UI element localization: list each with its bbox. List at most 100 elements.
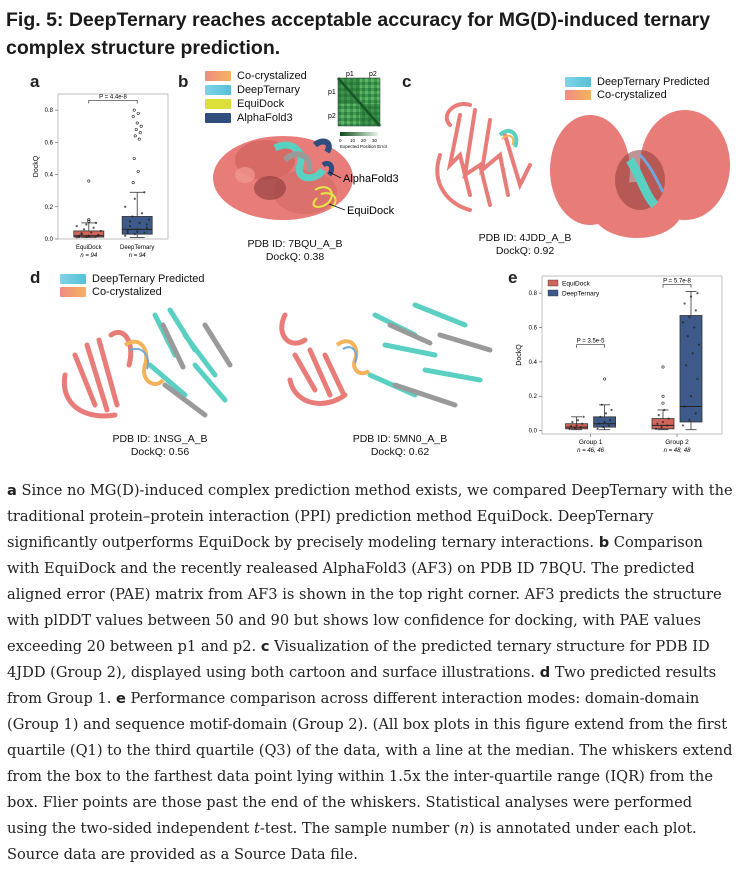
deepternary-point xyxy=(124,205,127,208)
structure-7bqu: AlphaFold3 EquiDock xyxy=(213,136,399,220)
panel-letter-b: b xyxy=(178,72,189,91)
pae-p1-top: p1 xyxy=(346,71,354,78)
legend-item-co-crystalized-c: Co-crystalized xyxy=(565,89,667,101)
equidock-g2-point xyxy=(654,427,658,430)
equidock-g1-point xyxy=(579,426,582,429)
deepternary-g1-point xyxy=(602,426,605,429)
deepternary-g2-point xyxy=(686,335,689,338)
caption-text-b: Comparison with EquiDock and the recentl… xyxy=(7,534,722,655)
deepternary-g1-point xyxy=(600,403,603,406)
equidock-point xyxy=(85,223,88,226)
panel-letter-e: e xyxy=(508,268,518,287)
equidock-point xyxy=(80,232,83,235)
alphafold3-swatch xyxy=(205,113,231,123)
equidock-g2-point xyxy=(656,422,659,425)
chart-a-boxplot: 0.0 0.2 0.4 0.6 0.8 DockQ EquiDock n = 94 DeepTe… xyxy=(33,93,169,259)
flier-point xyxy=(133,134,137,138)
panel-letter-c: c xyxy=(402,72,412,91)
y-tick-label: 0.8 xyxy=(45,108,54,114)
legend-swatch-equidock xyxy=(547,279,559,287)
n-label: n = 48, 48 xyxy=(664,448,692,454)
panel-letter-d: d xyxy=(30,268,41,287)
n-label: n = 46, 46 xyxy=(577,448,605,454)
deepternary-g2-point xyxy=(683,302,686,305)
caption-label-b: b xyxy=(598,534,610,551)
significance-bracket xyxy=(576,344,605,348)
equidock-g1-point xyxy=(576,419,580,422)
box-equidock-group2-box xyxy=(651,418,675,430)
legend-label: DeepTernary Predicted xyxy=(92,273,205,285)
pdb-id: PDB ID: 7BQU_A_B xyxy=(247,238,343,250)
chart-e-boxplot: 0.0 0.2 0.4 0.6 0.8 DockQ EquiDock DeepTernary G… xyxy=(516,275,723,454)
deepternary-point xyxy=(126,229,129,233)
significance-label: P = 5.7e-8 xyxy=(663,279,691,285)
equidock-g1-point xyxy=(568,427,571,430)
dockq-value: DockQ: 0.38 xyxy=(265,251,325,263)
legend-item-co-crystalized: Co-crystalized xyxy=(205,70,307,82)
legend-item-deepternary-predicted-d: DeepTernary Predicted xyxy=(60,273,205,285)
equidock-g2-point xyxy=(661,420,665,424)
deepternary-point xyxy=(133,233,136,236)
figure-caption: a Since no MG(D)-induced complex predict… xyxy=(7,478,735,868)
deepternary-g2-point xyxy=(696,292,699,295)
box-deepternary-group2-box xyxy=(679,315,703,423)
legend-label: AlphaFold3 xyxy=(237,112,293,124)
equidock-g1-point xyxy=(575,424,578,427)
flier-point xyxy=(131,181,135,185)
flier-point xyxy=(661,365,665,369)
flier-point xyxy=(87,218,91,222)
caption-text-a: Since no MG(D)-induced complex predictio… xyxy=(7,482,733,551)
flier-point xyxy=(137,137,141,141)
equidock-g2-point xyxy=(663,408,666,412)
equidock-point xyxy=(85,235,88,239)
equidock-point xyxy=(87,235,90,238)
structure-5mn0 xyxy=(279,302,493,408)
equidock-g1-point xyxy=(569,425,573,428)
deepternary-g1-point xyxy=(597,422,601,425)
caption-text-e3: ) is annotated under each plot. Source d… xyxy=(7,820,697,863)
pdb-id: PDB ID: 1NSG_A_B xyxy=(112,433,208,445)
deepternary-g1-point xyxy=(610,408,613,412)
caption-label-a: a xyxy=(7,482,17,499)
figure-title: Fig. 5: DeepTernary reaches acceptable a… xyxy=(6,9,711,59)
legend-label: Co-crystalized xyxy=(597,89,667,101)
equidock-g1-point xyxy=(571,420,574,424)
annotation-alphafold3: AlphaFold3 xyxy=(343,173,399,185)
equidock-point xyxy=(99,229,102,233)
flier-point xyxy=(132,156,136,160)
legend-item-alphafold3: AlphaFold3 xyxy=(205,112,293,124)
deepternary-point xyxy=(124,234,127,237)
equidock-swatch xyxy=(205,99,231,109)
flier-point xyxy=(131,115,135,119)
pae-p1-left: p1 xyxy=(328,89,336,96)
deepternary-point xyxy=(131,215,134,218)
structure-4jdd-cartoon xyxy=(435,102,532,212)
pae-tick-0: 0 xyxy=(339,138,342,143)
caption-label-e: e xyxy=(116,690,126,707)
pdb-id: PDB ID: 4JDD_A_B xyxy=(478,232,572,244)
deepternary-point xyxy=(133,197,136,200)
pdb-id: PDB ID: 5MN0_A_B xyxy=(352,433,448,445)
deepternary-point xyxy=(136,230,139,233)
significance-bracket xyxy=(662,284,692,288)
legend-item-co-crystalized-d: Co-crystalized xyxy=(60,286,162,298)
deepternary-point xyxy=(143,231,146,234)
equidock-point xyxy=(94,235,98,238)
co-crystalized-swatch xyxy=(205,71,231,81)
equidock-point xyxy=(90,231,93,234)
equidock-point xyxy=(82,228,86,231)
pae-tick-10: 10 xyxy=(350,138,356,143)
deepternary-point xyxy=(128,220,132,223)
caption-text-e2: -test. The sample number ( xyxy=(259,820,460,837)
equidock-g2-point xyxy=(660,426,663,429)
deepternary-g2-point xyxy=(689,295,693,298)
legend-label: DeepTernary Predicted xyxy=(597,76,710,88)
flier-point xyxy=(661,394,665,398)
legend-label: Co-crystalized xyxy=(237,70,307,82)
panel-letter-a: a xyxy=(30,72,40,91)
y-tick-label: 0.6 xyxy=(45,140,54,146)
caption-t-italic: t xyxy=(253,820,260,837)
deepternary-point xyxy=(128,225,132,228)
deepternary-g2-point xyxy=(681,321,685,324)
deepternary-point xyxy=(136,228,139,231)
